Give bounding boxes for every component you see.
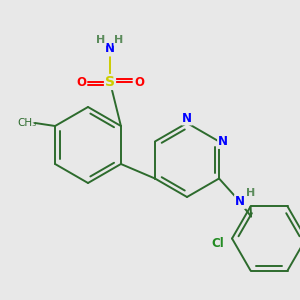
Text: N: N	[235, 195, 245, 208]
Text: N: N	[218, 135, 228, 148]
Text: H: H	[114, 35, 124, 45]
Text: O: O	[134, 76, 144, 88]
Text: Cl: Cl	[212, 237, 224, 250]
Text: H: H	[246, 188, 256, 199]
Text: N: N	[105, 43, 115, 56]
Text: N: N	[182, 112, 192, 124]
Text: S: S	[105, 75, 115, 89]
Text: CH₃: CH₃	[17, 118, 37, 128]
Text: H: H	[96, 35, 106, 45]
Text: O: O	[76, 76, 86, 88]
